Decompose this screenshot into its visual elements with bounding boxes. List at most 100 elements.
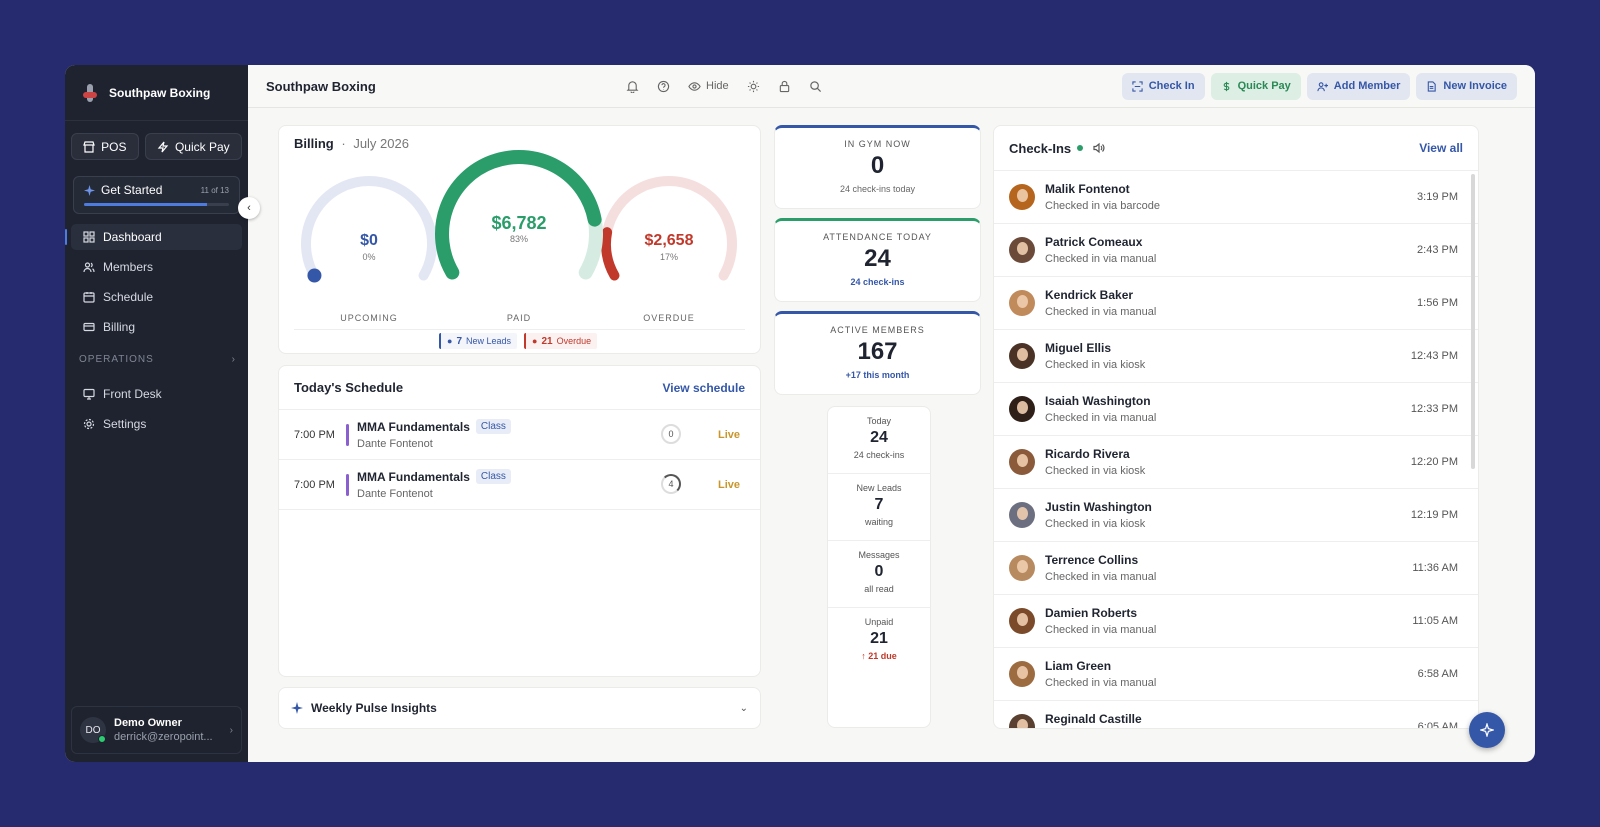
class-status: Live xyxy=(717,429,740,441)
nav-front-desk[interactable]: Front Desk xyxy=(71,381,242,407)
schedule-card: Today's Schedule View schedule 7:00 PM M… xyxy=(278,365,761,677)
brand[interactable]: Southpaw Boxing xyxy=(65,65,248,121)
scan-icon xyxy=(1132,80,1143,92)
checkins-scrollbar[interactable] xyxy=(1471,174,1475,469)
monitor-icon xyxy=(83,388,95,400)
checkin-row[interactable]: Reginald CastilleChecked in via manual6:… xyxy=(994,701,1478,729)
get-started-progress xyxy=(84,203,229,206)
summary-today[interactable]: Today 24 24 check-ins xyxy=(828,407,930,474)
class-coach: Dante Fontenot xyxy=(357,488,433,500)
checkin-row[interactable]: Miguel Ellis Checked in via kiosk 12:43 PM xyxy=(994,330,1478,383)
checkin-method: Checked in via manual xyxy=(1045,306,1157,318)
checkin-method: Checked in via manual xyxy=(1045,624,1157,636)
quick-pay-button[interactable]: Quick Pay xyxy=(1210,72,1301,100)
nav-settings[interactable]: Settings xyxy=(71,411,242,437)
attendee-count: 0 xyxy=(661,424,681,444)
user-menu[interactable]: DO Demo Owner derrick@zeropoint... › xyxy=(71,706,242,754)
class-name: MMA Fundamentals xyxy=(357,419,470,434)
sun-icon[interactable] xyxy=(747,80,760,93)
member-name: Miguel Ellis xyxy=(1045,341,1112,355)
operations-section-toggle[interactable]: OPERATIONS › xyxy=(79,354,236,365)
search-icon[interactable] xyxy=(809,80,822,93)
weekly-pulse-label: Weekly Pulse Insights xyxy=(311,701,437,715)
upcoming-label: UPCOMING xyxy=(340,313,398,323)
checkin-method: Checked in via manual xyxy=(1045,253,1157,265)
credit-card-icon xyxy=(83,322,95,332)
get-started-title: Get Started xyxy=(101,183,163,197)
live-indicator xyxy=(1077,145,1084,151)
checkin-row[interactable]: Terrence Collins Checked in via manual 11:… xyxy=(994,542,1478,595)
main-area: Southpaw Boxing Hide Check In xyxy=(248,65,1535,762)
sidebar-quick-pay-button[interactable]: Quick Pay xyxy=(144,133,242,160)
lock-icon[interactable] xyxy=(778,80,791,93)
class-tag: Class xyxy=(475,419,511,434)
bell-icon[interactable] xyxy=(626,80,639,93)
checkin-row[interactable]: Kendrick Baker Checked in via manual 1:56 … xyxy=(994,277,1478,330)
attendee-count: 4 xyxy=(661,474,681,494)
checkin-row[interactable]: Damien Roberts Checked in via manual 11:05… xyxy=(994,595,1478,648)
summary-label: Today xyxy=(866,416,892,426)
upcoming-gauge-marker xyxy=(307,268,322,283)
dollar-icon xyxy=(1223,81,1229,91)
summary-label: Unpaid xyxy=(864,617,894,627)
class-name: MMA Fundamentals xyxy=(357,469,470,484)
checkin-row[interactable]: Ricardo Rivera Checked in via kiosk 12:20 … xyxy=(994,436,1478,489)
checkin-row[interactable]: Justin Washington Checked in via kiosk 12:… xyxy=(994,489,1478,542)
weekly-pulse-toggle[interactable]: Weekly Pulse Insights ⌄ xyxy=(278,687,761,729)
topbar: Southpaw Boxing Hide Check In xyxy=(248,65,1535,108)
new-invoice-button[interactable]: New Invoice xyxy=(1416,72,1517,100)
add-member-button[interactable]: Add Member xyxy=(1306,72,1411,100)
get-started-panel[interactable]: Get Started 11 of 13 xyxy=(73,176,240,214)
billing-title: Billing xyxy=(294,136,334,151)
new-leads-pill[interactable]: ● 7 New Leads xyxy=(439,333,518,349)
user-avatar: DO xyxy=(80,717,106,743)
member-name: Reginald Castille xyxy=(1045,712,1142,726)
file-icon xyxy=(1428,80,1437,92)
summary-messages[interactable]: Messages 0 all read xyxy=(828,541,930,608)
summary-new-leads[interactable]: New Leads 7 waiting xyxy=(828,474,930,541)
member-name: Justin Washington xyxy=(1045,500,1152,514)
nav-dashboard[interactable]: Dashboard xyxy=(65,224,242,250)
in-gym-card[interactable]: IN GYM NOW 0 24 check-ins today xyxy=(774,125,981,209)
hide-label: Hide xyxy=(706,80,729,92)
paid-label: PAID xyxy=(506,313,532,323)
nav-billing[interactable]: Billing xyxy=(71,314,242,340)
member-avatar xyxy=(1009,449,1035,475)
schedule-row[interactable]: 7:00 PM MMA Fundamentals Class Dante Fon… xyxy=(279,410,760,460)
summary-unpaid[interactable]: Unpaid 21 ↑ 21 due xyxy=(828,608,930,675)
new-leads-label: New Leads xyxy=(466,336,512,346)
sparkle-icon xyxy=(84,184,95,196)
checkin-row[interactable]: Malik Fontenot Checked in via barcode 3:19… xyxy=(994,171,1478,224)
help-icon[interactable] xyxy=(657,80,670,93)
active-members-card[interactable]: ACTIVE MEMBERS 167 +17 this month xyxy=(774,311,981,395)
summary-sub: 24 check-ins xyxy=(853,450,905,460)
checkin-row[interactable]: Patrick Comeaux Checked in via manual 2:43… xyxy=(994,224,1478,277)
add-member-label: Add Member xyxy=(1333,80,1401,92)
checkin-row[interactable]: Isaiah Washington Checked in via manual 12… xyxy=(994,383,1478,436)
schedule-row[interactable]: 7:00 PM MMA Fundamentals Class Dante Fon… xyxy=(279,460,760,510)
check-in-button[interactable]: Check In xyxy=(1121,72,1205,100)
checkin-time: 6:05 AM xyxy=(1417,721,1458,729)
ai-assistant-button[interactable] xyxy=(1469,712,1505,748)
member-avatar xyxy=(1009,714,1035,728)
collapse-sidebar-button[interactable]: ‹ xyxy=(238,197,260,219)
page-title: Southpaw Boxing xyxy=(266,78,376,94)
nav-members[interactable]: Members xyxy=(71,254,242,280)
nav-schedule[interactable]: Schedule xyxy=(71,284,242,310)
billing-separator: · xyxy=(341,136,346,151)
checkin-method: Checked in via manual xyxy=(1045,677,1157,689)
speaker-icon[interactable] xyxy=(1093,142,1105,154)
overdue-pill[interactable]: ● 21 Overdue xyxy=(524,333,598,349)
view-all-checkins-link[interactable]: View all xyxy=(1419,141,1463,155)
member-name: Liam Green xyxy=(1045,659,1112,673)
hide-button[interactable]: Hide xyxy=(688,80,729,93)
view-schedule-link[interactable]: View schedule xyxy=(662,380,745,395)
class-time: 7:00 PM xyxy=(294,428,335,441)
pos-button[interactable]: POS xyxy=(71,133,139,160)
upcoming-pct: 0% xyxy=(362,252,376,262)
attendance-card[interactable]: ATTENDANCE TODAY 24 24 check-ins xyxy=(774,218,981,302)
summary-label: New Leads xyxy=(856,483,902,493)
checkin-row[interactable]: Liam Green Checked in via manual 6:58 AM xyxy=(994,648,1478,701)
paid-value: $6,782 xyxy=(491,213,547,233)
bolt-icon xyxy=(157,141,169,152)
